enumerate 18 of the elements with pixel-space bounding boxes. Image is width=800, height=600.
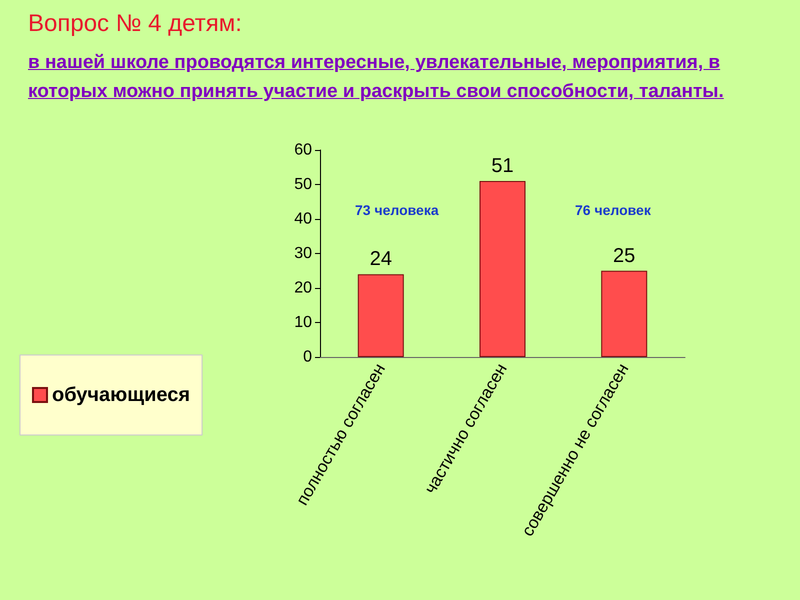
chart-subtitle: в нашей школе проводятся интересные, увлекательные, мероприятия, в которых можно принять участие и раскрыть свои способности, таланты. [28, 51, 725, 104]
bar [358, 274, 404, 357]
y-tick-label: 20 [294, 280, 312, 296]
bar [601, 270, 648, 357]
y-tick-label: 50 [294, 176, 312, 193]
legend-label: обучающиеся [52, 384, 190, 406]
y-tick-label: 30 [294, 245, 312, 262]
data-label: 51 [491, 155, 514, 178]
chart-title: Вопрос № 4 детям: [28, 10, 242, 38]
annotation: 73 человека [355, 202, 439, 218]
y-tick-label: 10 [294, 314, 312, 331]
data-label: 25 [613, 244, 636, 267]
data-label: 24 [370, 248, 392, 270]
y-tick-label: 0 [303, 348, 312, 366]
annotation: 76 человек [575, 202, 652, 218]
y-tick-label: 60 [294, 142, 312, 158]
y-tick-label: 40 [294, 210, 312, 228]
bar [480, 181, 526, 357]
